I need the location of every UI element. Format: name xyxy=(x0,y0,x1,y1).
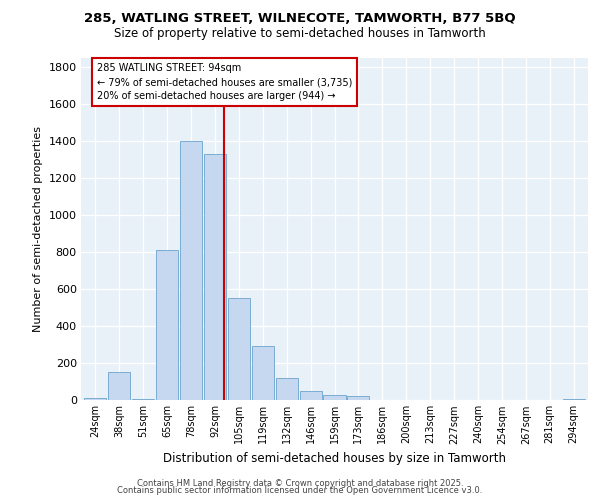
Bar xyxy=(323,396,346,400)
Bar xyxy=(180,141,202,400)
Bar xyxy=(85,398,106,400)
Bar xyxy=(299,390,322,400)
Bar xyxy=(563,399,584,400)
Text: 285, WATLING STREET, WILNECOTE, TAMWORTH, B77 5BQ: 285, WATLING STREET, WILNECOTE, TAMWORTH… xyxy=(84,12,516,26)
Bar xyxy=(132,399,154,400)
Bar xyxy=(347,396,370,400)
Bar xyxy=(275,378,298,400)
Text: Size of property relative to semi-detached houses in Tamworth: Size of property relative to semi-detach… xyxy=(114,28,486,40)
Bar xyxy=(252,346,274,400)
Bar xyxy=(228,298,250,400)
Y-axis label: Number of semi-detached properties: Number of semi-detached properties xyxy=(33,126,43,332)
Text: Contains public sector information licensed under the Open Government Licence v3: Contains public sector information licen… xyxy=(118,486,482,495)
X-axis label: Distribution of semi-detached houses by size in Tamworth: Distribution of semi-detached houses by … xyxy=(163,452,506,465)
Bar xyxy=(108,372,130,400)
Bar xyxy=(156,250,178,400)
Text: 285 WATLING STREET: 94sqm
← 79% of semi-detached houses are smaller (3,735)
20% : 285 WATLING STREET: 94sqm ← 79% of semi-… xyxy=(97,63,353,101)
Bar xyxy=(204,154,226,400)
Text: Contains HM Land Registry data © Crown copyright and database right 2025.: Contains HM Land Registry data © Crown c… xyxy=(137,478,463,488)
